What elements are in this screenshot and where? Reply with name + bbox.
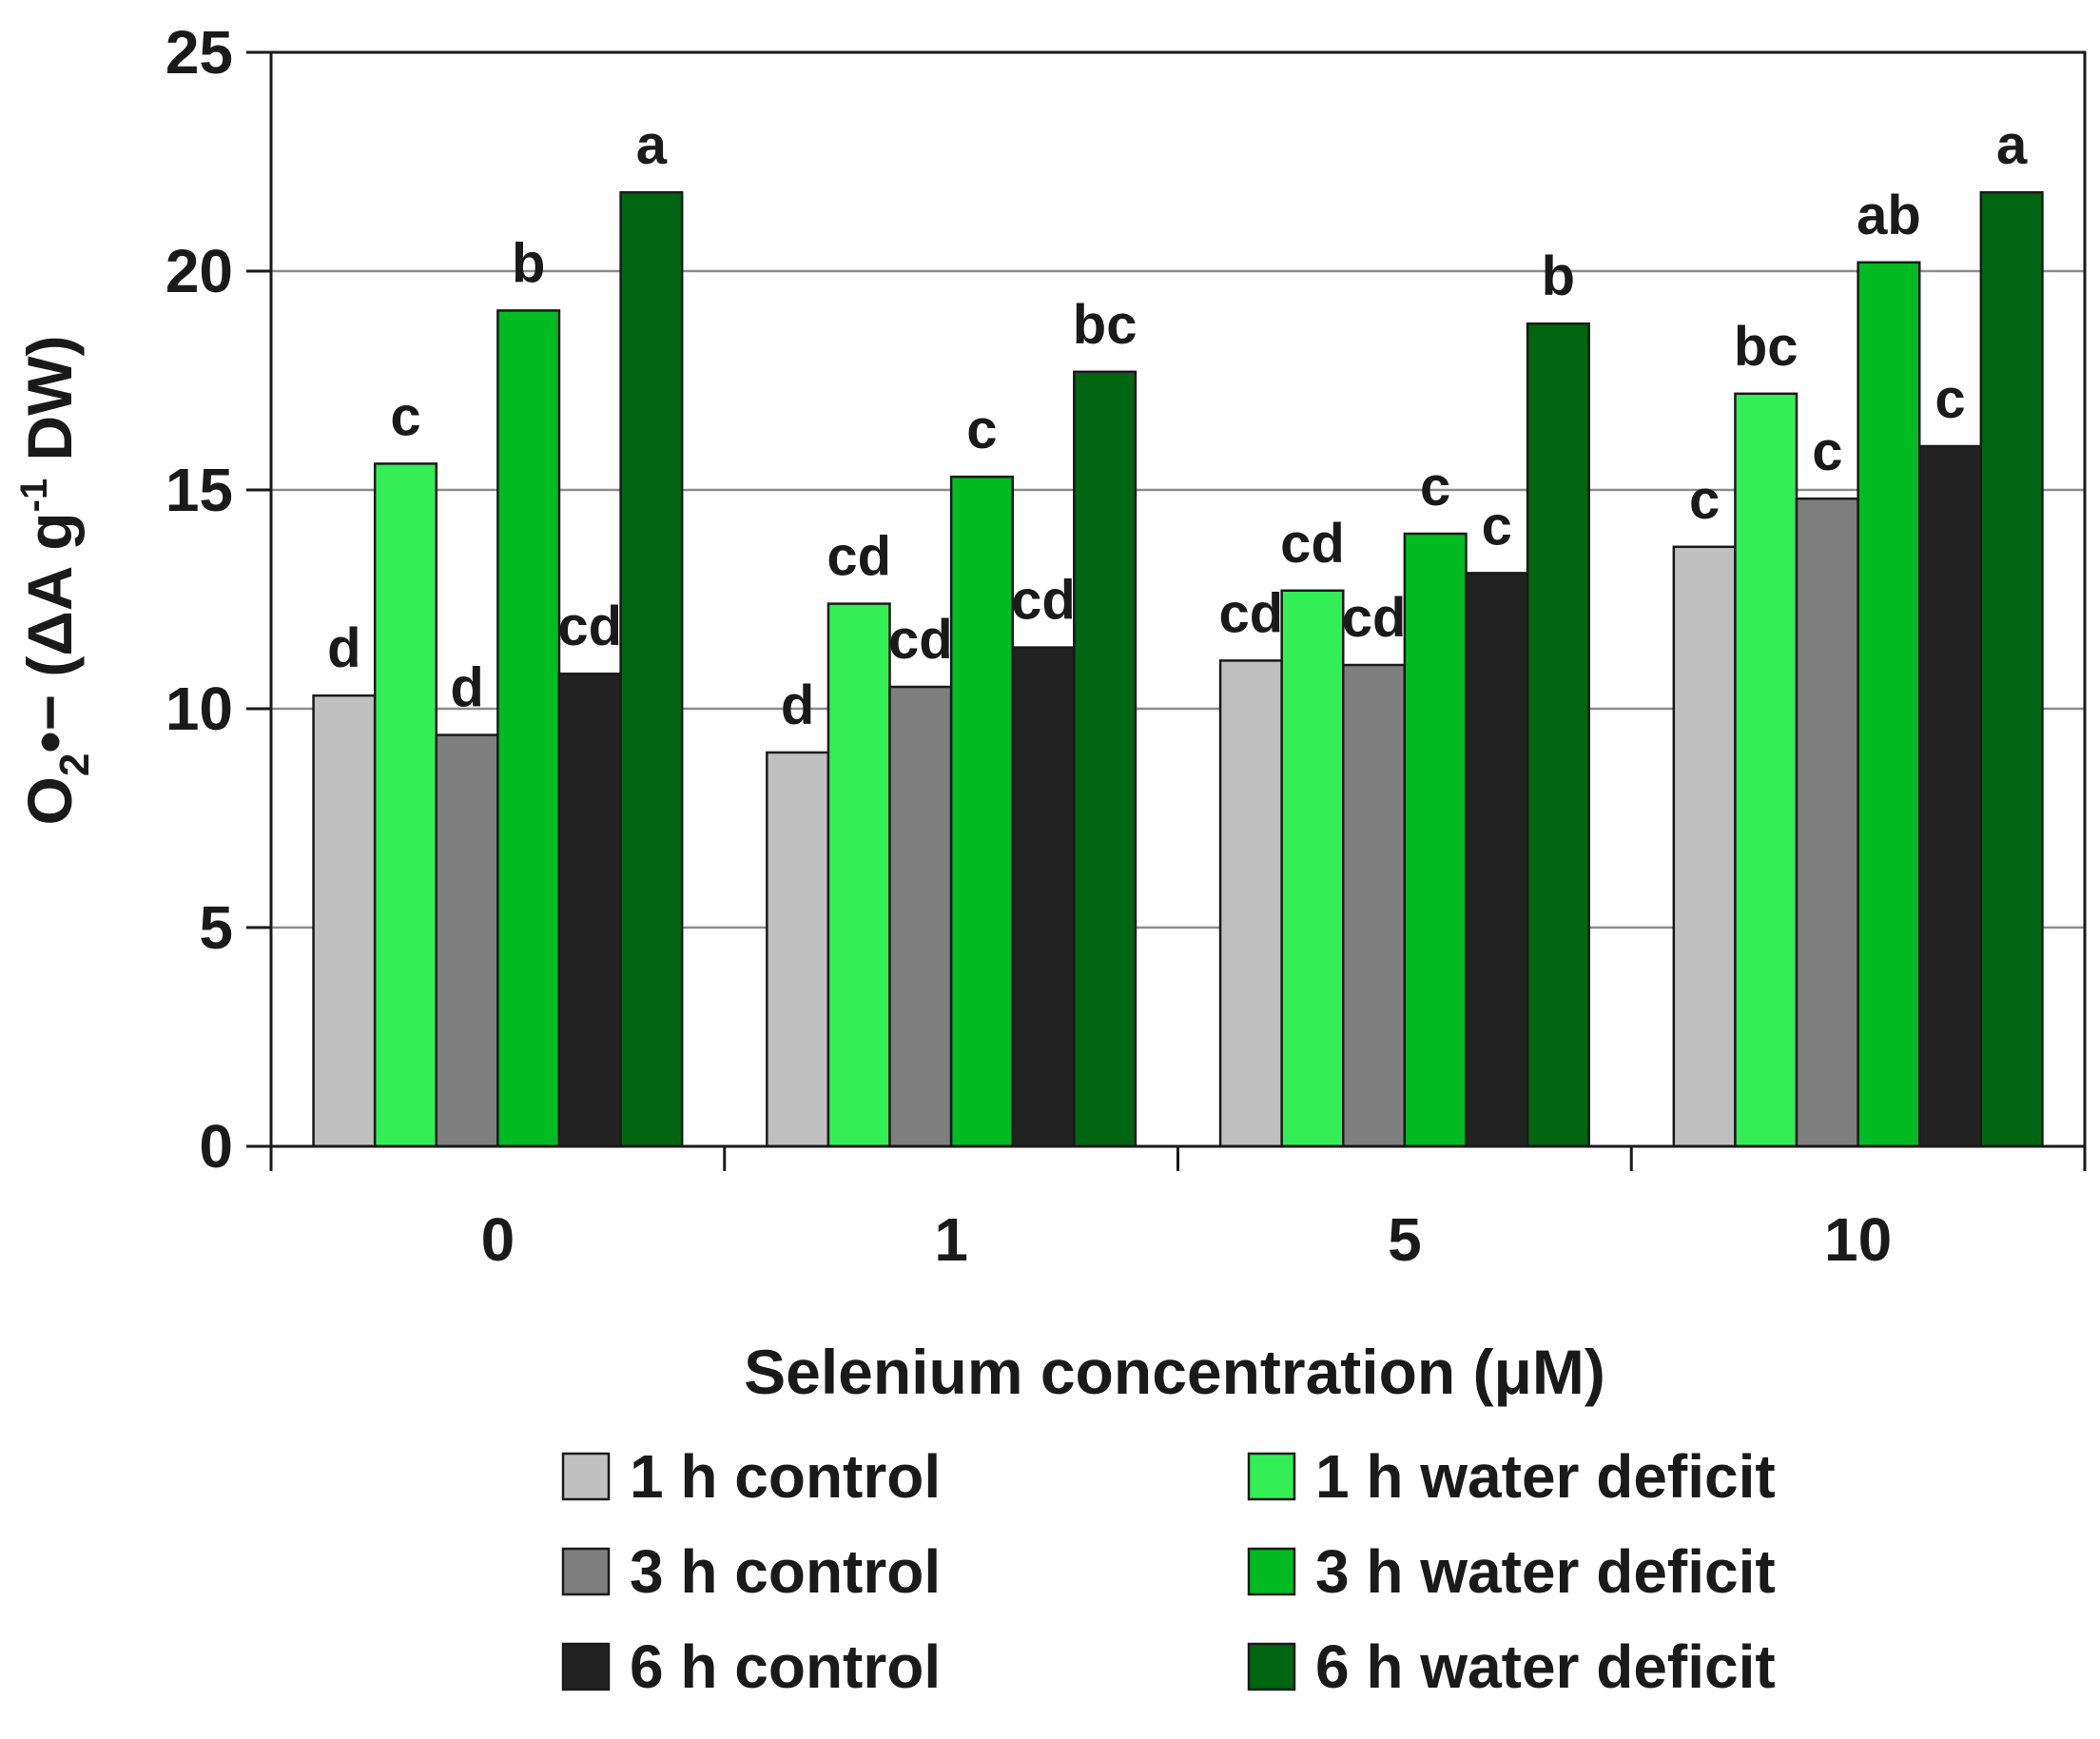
- bar-label: d: [781, 674, 814, 736]
- bar-label: ab: [1857, 185, 1921, 246]
- bar: [1857, 261, 1921, 1148]
- bar: [1218, 659, 1283, 1148]
- x-tick-label: 1: [934, 1205, 968, 1274]
- legend-label: 1 h control: [630, 1442, 941, 1511]
- y-axis-title-unit-close: DW): [14, 336, 85, 479]
- bar: [1465, 572, 1529, 1148]
- y-axis-title-radical: •−: [14, 694, 85, 753]
- y-axis-title: O2•− (ΔA g-1 DW): [13, 336, 98, 826]
- bar-label: b: [1542, 245, 1575, 307]
- bar: [1979, 190, 2044, 1148]
- legend-swatch: [1247, 1547, 1296, 1596]
- legend-label: 6 h control: [630, 1632, 941, 1701]
- bar-label: b: [512, 232, 545, 294]
- legend-label: 3 h control: [630, 1537, 941, 1606]
- bar: [766, 751, 830, 1148]
- bar: [619, 190, 684, 1148]
- bar-label: cd: [1342, 587, 1407, 649]
- legend-swatch: [561, 1452, 611, 1501]
- y-tick-label: 25: [165, 18, 233, 87]
- y-axis-title-sub: 2: [51, 753, 98, 776]
- x-tick-label: 5: [1388, 1205, 1422, 1274]
- bar: [496, 309, 561, 1148]
- bar-label: a: [636, 114, 668, 176]
- legend-label: 3 h water deficit: [1315, 1537, 1776, 1606]
- bar: [1917, 444, 1983, 1148]
- y-axis-title-sup: -1: [13, 479, 55, 513]
- x-tick-label: 10: [1824, 1205, 1892, 1274]
- bar-label: cd: [1280, 513, 1345, 575]
- y-tick-label: 15: [165, 456, 233, 524]
- legend-swatch: [561, 1642, 611, 1691]
- bar: [1280, 589, 1345, 1148]
- bar: [1342, 663, 1407, 1148]
- x-tick-label: 0: [481, 1205, 515, 1274]
- x-axis-title: Selenium concentration (μM): [744, 1337, 1605, 1407]
- bar: [1734, 392, 1799, 1148]
- legend-label: 6 h water deficit: [1315, 1632, 1776, 1701]
- bar-label: d: [450, 657, 483, 719]
- y-axis-title-main: O: [14, 776, 85, 825]
- bar: [1403, 532, 1468, 1148]
- legend-label: 1 h water deficit: [1315, 1442, 1776, 1511]
- bar-groups: [312, 190, 2044, 1148]
- bar-label: c: [1420, 456, 1450, 518]
- bar-label: d: [327, 617, 360, 679]
- bar-label: c: [966, 399, 997, 460]
- bar-label: c: [1935, 368, 1965, 430]
- y-tick-label: 10: [165, 674, 233, 743]
- bar: [949, 475, 1014, 1148]
- bar: [888, 685, 953, 1148]
- y-tick-label: 0: [199, 1112, 233, 1181]
- bar-label: c: [1689, 469, 1720, 531]
- y-tick-label: 20: [165, 237, 233, 305]
- bar: [557, 672, 622, 1148]
- legend-swatch: [1247, 1452, 1296, 1501]
- bar: [373, 462, 438, 1148]
- bar: [1795, 497, 1859, 1148]
- legend-swatch: [1247, 1642, 1296, 1691]
- legend-swatch: [561, 1547, 611, 1596]
- bar-label: bc: [1734, 316, 1799, 378]
- bar-label: bc: [1073, 294, 1138, 356]
- bar-label: cd: [888, 609, 953, 671]
- legend: 1 h control 3 h control 6 h control 1 h wat…: [561, 1442, 1776, 1701]
- bar-label: cd: [1219, 582, 1284, 644]
- bar-label: cd: [826, 526, 891, 588]
- bar-label: a: [1996, 114, 2028, 176]
- bar-label: c: [1482, 495, 1512, 557]
- bar: [1526, 322, 1590, 1148]
- y-axis-title-unit-open: (ΔA g: [14, 512, 85, 694]
- bar-label: cd: [1011, 570, 1076, 632]
- bar-label: cd: [557, 596, 622, 657]
- bar: [1011, 646, 1076, 1148]
- y-tick-label: 5: [199, 893, 233, 962]
- bar: [1073, 370, 1138, 1148]
- bar: [826, 602, 891, 1148]
- bar: [1672, 545, 1737, 1148]
- bar: [312, 694, 377, 1148]
- bar-label: c: [390, 385, 420, 447]
- bar-label: c: [1812, 420, 1842, 482]
- bar: [435, 733, 499, 1148]
